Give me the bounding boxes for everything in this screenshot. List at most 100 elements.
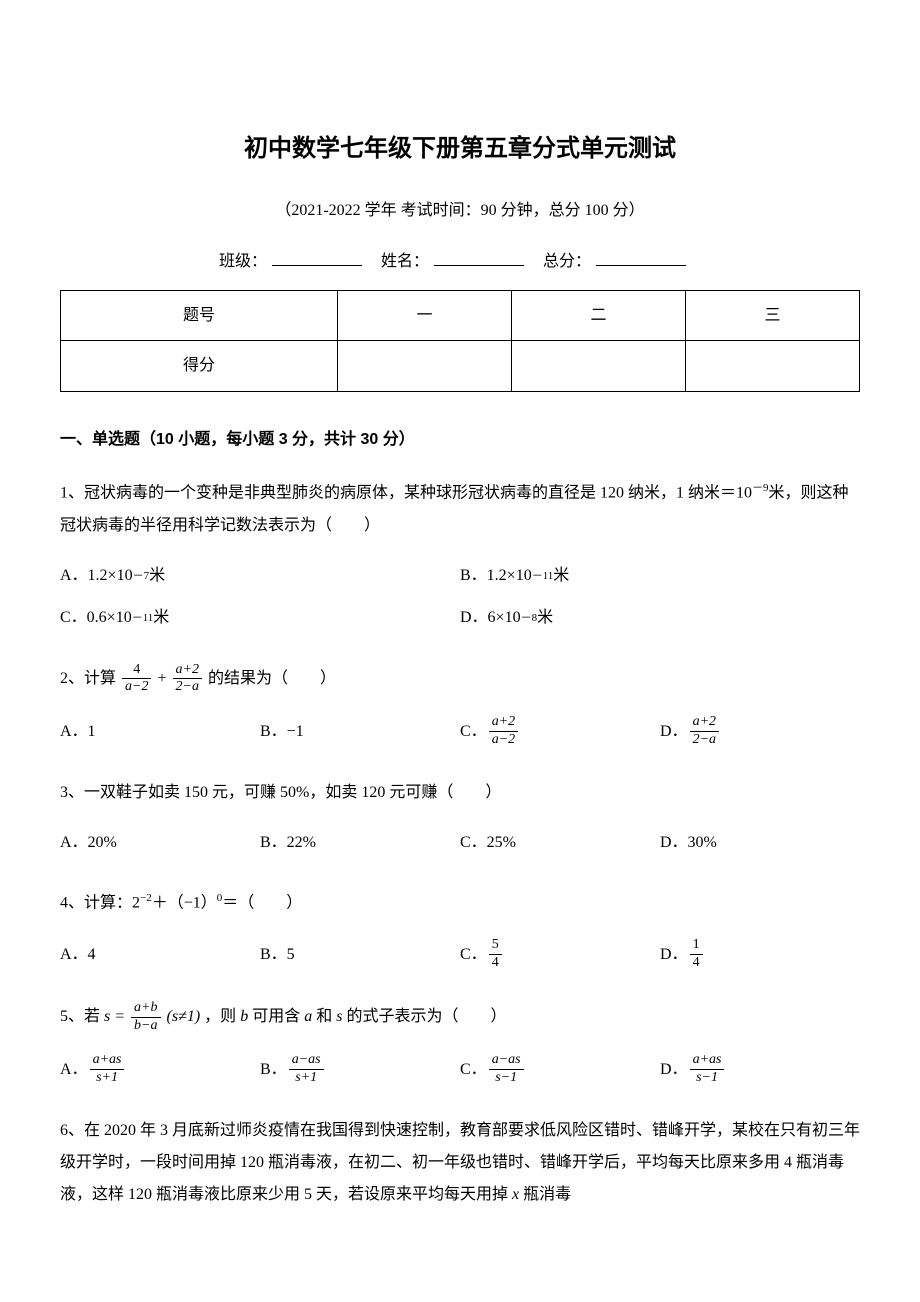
- q5-post: 的式子表示为（ ）: [346, 1008, 506, 1025]
- options-row: C．0.6×10－11米 D．6×10－8米: [60, 602, 860, 634]
- page-title: 初中数学七年级下册第五章分式单元测试: [60, 130, 860, 168]
- option-a: A．1.2×10－7米: [60, 560, 460, 592]
- score-label-cell: 得分: [61, 341, 338, 392]
- opt-label: A．: [60, 1054, 88, 1086]
- header-one: 一: [338, 290, 512, 341]
- option-c: C． a+2a−2: [460, 714, 660, 749]
- section-header: 一、单选题（10 小题，每小题 3 分，共计 30 分）: [60, 427, 860, 453]
- opt-label: D．: [660, 1054, 688, 1086]
- fraction: a+22−a: [173, 662, 202, 697]
- question-4: 4、计算：2−2＋（−1）0＝（ ） A．4 B．5 C． 54 D． 14: [60, 887, 860, 972]
- opt-d-post: 米: [537, 602, 553, 634]
- question-6: 6、在 2020 年 3 月底新过师炎疫情在我国得到快速控制，教育部要求低风险区…: [60, 1115, 860, 1211]
- question-2: 2、计算 4a−2 + a+22−a 的结果为（ ） A．1 B．−1 C． a…: [60, 662, 860, 749]
- opt-label: C．: [460, 1054, 487, 1086]
- q5-mid: ，则: [204, 1008, 236, 1025]
- opt-c-post: 米: [153, 602, 169, 634]
- fraction: a+ass+1: [90, 1052, 125, 1087]
- table-row: 题号 一 二 三: [61, 290, 860, 341]
- option-a: A．1: [60, 714, 260, 749]
- num: 1: [690, 937, 703, 955]
- q1-exp: －9: [752, 482, 769, 494]
- den: s−1: [690, 1070, 725, 1087]
- plus: +: [157, 670, 166, 687]
- num: 4: [122, 662, 151, 680]
- den: s+1: [90, 1070, 125, 1087]
- opt-label: B．: [260, 1054, 287, 1086]
- class-label: 班级：: [219, 253, 267, 270]
- options-row: A．1 B．−1 C． a+2a−2 D． a+22−a: [60, 714, 860, 749]
- num: a+b: [131, 1000, 160, 1018]
- opt-label: C．: [460, 716, 487, 748]
- score-cell: [338, 341, 512, 392]
- question-text: 3、一双鞋子如卖 150 元，可赚 50%，如卖 120 元可赚（ ）: [60, 777, 860, 809]
- option-d: D．6×10－8米: [460, 602, 860, 634]
- den: s−1: [489, 1070, 524, 1087]
- opt-label: C．: [460, 939, 487, 971]
- score-table: 题号 一 二 三 得分: [60, 290, 860, 392]
- opt-a-post: 米: [149, 560, 165, 592]
- student-info-line: 班级： 姓名： 总分：: [60, 249, 860, 275]
- option-b: B．−1: [260, 714, 460, 749]
- num: a−as: [489, 1052, 524, 1070]
- den: b−a: [131, 1018, 160, 1035]
- opt-b-post: 米: [553, 560, 569, 592]
- den: a−2: [489, 732, 518, 749]
- option-d: D．30%: [660, 827, 860, 859]
- options-row: A．4 B．5 C． 54 D． 14: [60, 937, 860, 972]
- score-blank: [596, 265, 686, 266]
- option-c: C．25%: [460, 827, 660, 859]
- fraction: 14: [690, 937, 703, 972]
- question-3: 3、一双鞋子如卖 150 元，可赚 50%，如卖 120 元可赚（ ） A．20…: [60, 777, 860, 859]
- num: 5: [489, 937, 502, 955]
- den: 2−a: [690, 732, 719, 749]
- option-a: A．4: [60, 937, 260, 972]
- q1-text-1: 1、冠状病毒的一个变种是非典型肺炎的病原体，某种球形冠状病毒的直径是 120 纳…: [60, 485, 752, 502]
- q4-post: ＝（ ）: [222, 894, 302, 911]
- q6-text-2: 瓶消毒: [519, 1186, 571, 1203]
- options-row: A．20% B．22% C．25% D．30%: [60, 827, 860, 859]
- opt-a-pre: A．1.2×10: [60, 560, 133, 592]
- question-text: 1、冠状病毒的一个变种是非典型肺炎的病原体，某种球形冠状病毒的直径是 120 纳…: [60, 477, 860, 541]
- q6-text-1: 6、在 2020 年 3 月底新过师炎疫情在我国得到快速控制，教育部要求低风险区…: [60, 1122, 860, 1203]
- option-c: C．0.6×10－11米: [60, 602, 460, 634]
- fraction: a+bb−a: [131, 1000, 160, 1035]
- option-d: D． 14: [660, 937, 860, 972]
- q5-s: s: [336, 1008, 342, 1025]
- option-d: D． a+22−a: [660, 714, 860, 749]
- fraction: a−ass−1: [489, 1052, 524, 1087]
- score-cell: [686, 341, 860, 392]
- option-c: C． a−ass−1: [460, 1052, 660, 1087]
- q4-mid: ＋（−1）: [152, 894, 217, 911]
- opt-a-exp: －7: [133, 565, 150, 587]
- score-cell: [512, 341, 686, 392]
- fraction: a+2a−2: [489, 714, 518, 749]
- score-label: 总分：: [543, 253, 591, 270]
- option-a: A． a+ass+1: [60, 1052, 260, 1087]
- header-number: 题号: [61, 290, 338, 341]
- option-b: B．1.2×10－11米: [460, 560, 860, 592]
- den: 4: [690, 955, 703, 972]
- opt-label: D．: [660, 716, 688, 748]
- q5-a: a: [304, 1008, 312, 1025]
- question-text: 2、计算 4a−2 + a+22−a 的结果为（ ）: [60, 662, 860, 697]
- q4-exp1: −2: [140, 892, 152, 904]
- fraction: a−ass+1: [289, 1052, 324, 1087]
- opt-d-exp: －8: [521, 607, 538, 629]
- q5-seq: s =: [104, 1008, 125, 1025]
- opt-c-exp: －11: [132, 607, 154, 629]
- q2-post: 的结果为（ ）: [208, 670, 336, 687]
- opt-b-exp: －11: [532, 565, 554, 587]
- q4-pre: 4、计算：2: [60, 894, 140, 911]
- q2-pre: 2、计算: [60, 670, 116, 687]
- den: a−2: [122, 679, 151, 696]
- option-b: B． a−ass+1: [260, 1052, 460, 1087]
- option-a: A．20%: [60, 827, 260, 859]
- q5-and: 和: [316, 1008, 332, 1025]
- question-text: 6、在 2020 年 3 月底新过师炎疫情在我国得到快速控制，教育部要求低风险区…: [60, 1115, 860, 1211]
- q5-b: b: [240, 1008, 248, 1025]
- opt-d-pre: D．6×10: [460, 602, 521, 634]
- table-row: 得分: [61, 341, 860, 392]
- options-row: A．1.2×10－7米 B．1.2×10－11米: [60, 560, 860, 592]
- num: a+as: [90, 1052, 125, 1070]
